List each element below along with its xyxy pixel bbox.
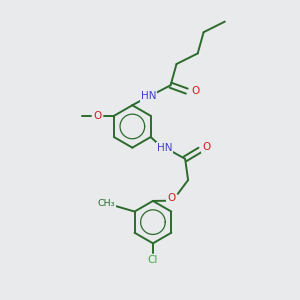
Text: HN: HN: [141, 92, 156, 101]
Text: HN: HN: [157, 143, 172, 153]
Text: O: O: [93, 111, 101, 121]
Text: CH₃: CH₃: [97, 200, 115, 208]
Text: O: O: [191, 86, 199, 96]
Text: Cl: Cl: [148, 255, 158, 265]
Text: O: O: [167, 193, 175, 203]
Text: O: O: [202, 142, 211, 152]
